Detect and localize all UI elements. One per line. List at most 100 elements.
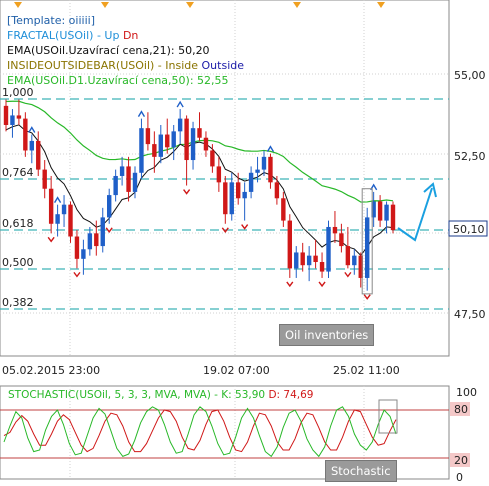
candle-body xyxy=(42,169,47,189)
template-label[interactable]: [Template: oiiiii] xyxy=(7,14,95,27)
oil-inventories-annotation[interactable]: Oil inventories xyxy=(279,324,375,346)
candle-body xyxy=(81,249,86,259)
fractal-up-label: FRACTAL(USOil) - Up xyxy=(7,29,120,42)
fractal-legend[interactable]: FRACTAL(USOil) - Up Dn xyxy=(7,28,244,43)
fib-label-0500: 0,500 xyxy=(2,256,34,269)
fractal-up-icon xyxy=(176,100,184,108)
alert-marker-icon xyxy=(186,2,194,8)
candle-body xyxy=(339,233,344,247)
candle-body xyxy=(68,204,73,237)
candle-body xyxy=(242,191,247,199)
candle-body xyxy=(74,236,80,259)
candle-body xyxy=(177,118,183,132)
candle-body xyxy=(371,201,376,218)
fractal-up-icon xyxy=(137,110,146,117)
candle-body xyxy=(197,128,202,138)
ema21-legend[interactable]: EMA(USOil.Uzavírací cena,21): 50,20 xyxy=(7,44,210,57)
outside-label: Outside xyxy=(201,59,244,72)
candle-body xyxy=(87,233,93,250)
fib-label-0382: 0,382 xyxy=(2,296,34,309)
candle-body xyxy=(313,255,318,263)
stochastic-annotation[interactable]: Stochastic xyxy=(325,460,397,482)
forecast-arrow[interactable] xyxy=(397,182,437,242)
candle-body xyxy=(203,137,209,151)
candle-body xyxy=(248,172,254,192)
price-tick-5250: 52,50 xyxy=(454,150,486,163)
candlestick-series xyxy=(3,99,396,291)
candle-body xyxy=(158,134,163,157)
fractal-dn-label: Dn xyxy=(122,29,139,42)
candle-body xyxy=(3,105,9,125)
candle-body xyxy=(132,172,138,192)
alert-marker-icon xyxy=(101,2,109,8)
stoch-tick-20: 20 xyxy=(454,454,468,467)
time-label-0: 05.02.2015 23:00 xyxy=(2,364,100,377)
time-label-2: 25.02 11:00 xyxy=(333,364,400,377)
fractal-down-icon xyxy=(73,271,81,278)
price-tick-55: 55,00 xyxy=(454,69,486,82)
candle-body xyxy=(184,118,189,161)
fractal-down-icon xyxy=(344,271,352,278)
candle-body xyxy=(107,195,112,218)
stoch-highlight-box xyxy=(378,399,398,434)
fractal-up-icon xyxy=(266,145,275,153)
fractal-up-icon xyxy=(28,126,36,133)
candle-body xyxy=(287,220,292,269)
candle-body xyxy=(119,166,125,176)
candle-body xyxy=(319,262,325,272)
highlight-box xyxy=(361,188,373,295)
candle-body xyxy=(10,115,15,125)
candle-body xyxy=(352,255,357,266)
candle-body xyxy=(16,115,22,119)
candle-body xyxy=(306,255,312,266)
candle-body xyxy=(171,131,176,148)
candle-body xyxy=(294,252,299,269)
indicator-legend: [Template: oiiiii] FRACTAL(USOil) - Up D… xyxy=(7,13,244,88)
candle-body xyxy=(223,182,228,215)
candle-body xyxy=(345,246,351,266)
fractal-down-icon xyxy=(363,294,371,300)
candle-body xyxy=(145,128,151,145)
candle-body xyxy=(255,169,260,173)
price-pane[interactable] xyxy=(0,0,450,357)
candle-body xyxy=(390,204,396,231)
candle-body xyxy=(139,128,144,173)
stoch-20-marker xyxy=(450,453,470,467)
candle-body xyxy=(113,175,118,196)
fractal-down-icon xyxy=(105,227,113,233)
stochastic-legend[interactable]: STOCHASTIC(USOil, 5, 3, 3, MVA, MVA) - K… xyxy=(8,389,314,401)
candle-body xyxy=(358,255,363,278)
candle-body xyxy=(126,166,131,192)
fractal-down-icon xyxy=(318,281,326,288)
stoch-k-path xyxy=(3,406,397,458)
insideoutside-legend[interactable]: INSIDEOUTSIDEBAR(USOil) - Inside Outside xyxy=(7,58,244,73)
candle-body xyxy=(152,144,157,157)
alert-marker-icon xyxy=(293,2,301,8)
candle-body xyxy=(61,204,67,215)
stoch-tick-100: 100 xyxy=(456,386,477,399)
price-tick-4750: 47,50 xyxy=(454,308,486,321)
fractal-down-icon xyxy=(183,189,191,195)
stochastic-lines xyxy=(0,399,449,459)
fib-label-1000: 1,000 xyxy=(2,86,34,99)
candle-body xyxy=(94,233,99,247)
time-label-1: 19.02 07:00 xyxy=(203,364,270,377)
fib-label-0764: 0,764 xyxy=(2,166,34,179)
current-price-box xyxy=(448,220,488,237)
fractal-down-icon xyxy=(47,236,55,243)
candle-body xyxy=(100,217,105,247)
stoch-tick-80: 80 xyxy=(454,403,468,416)
inside-label: INSIDEOUTSIDEBAR(USOil) - Inside xyxy=(7,59,199,72)
alert-marker-icon xyxy=(14,2,22,8)
chart-grid xyxy=(0,0,449,479)
stoch-80-marker xyxy=(450,402,470,416)
stoch-d-path xyxy=(3,409,397,453)
ema50-legend[interactable]: EMA(USOil.D1.Uzavírací cena,50): 52,55 xyxy=(7,74,229,87)
candle-body xyxy=(268,156,273,183)
fractal-down-icon xyxy=(286,281,294,288)
current-price-label: 50,10 xyxy=(453,223,485,236)
candle-body xyxy=(326,226,331,272)
fractal-down-icon xyxy=(241,224,249,230)
